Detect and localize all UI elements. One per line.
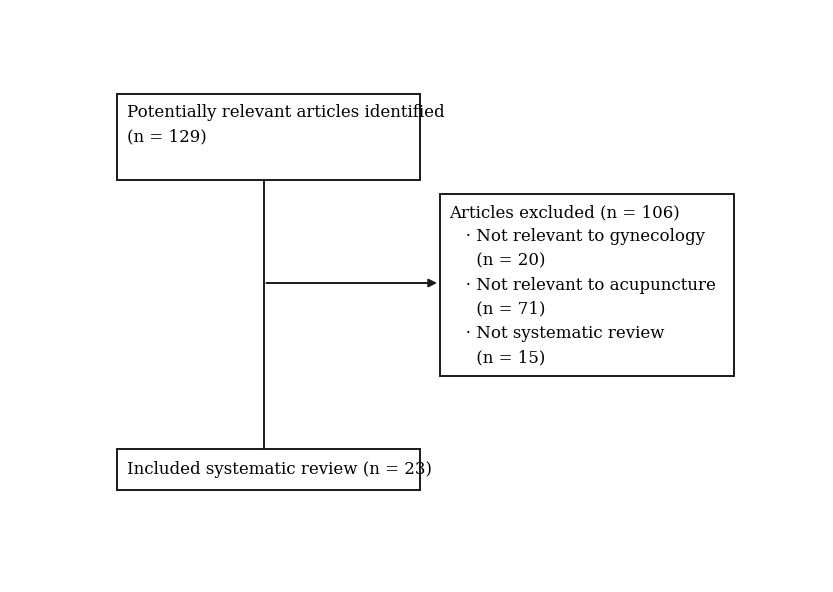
Text: Articles excluded (n = 106)
   · Not relevant to gynecology
     (n = 20)
   · N: Articles excluded (n = 106) · Not releva… xyxy=(450,204,716,366)
FancyBboxPatch shape xyxy=(117,94,421,181)
Text: Potentially relevant articles identified
(n = 129): Potentially relevant articles identified… xyxy=(127,104,444,145)
FancyBboxPatch shape xyxy=(440,194,734,377)
FancyBboxPatch shape xyxy=(117,449,421,490)
Text: Included systematic review (n = 23): Included systematic review (n = 23) xyxy=(127,461,431,478)
